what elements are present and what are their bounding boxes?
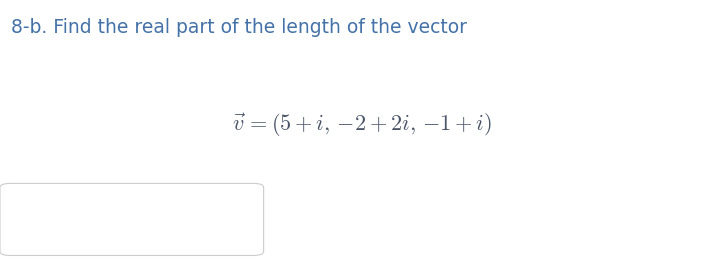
FancyBboxPatch shape (0, 183, 264, 255)
Text: 8-b. Find the real part of the length of the vector: 8-b. Find the real part of the length of… (11, 18, 467, 37)
Text: $\vec{v}\, = (5 + i,\, {-}2 + 2i,\, {-}1 + i)$: $\vec{v}\, = (5 + i,\, {-}2 + 2i,\, {-}1… (232, 112, 492, 139)
